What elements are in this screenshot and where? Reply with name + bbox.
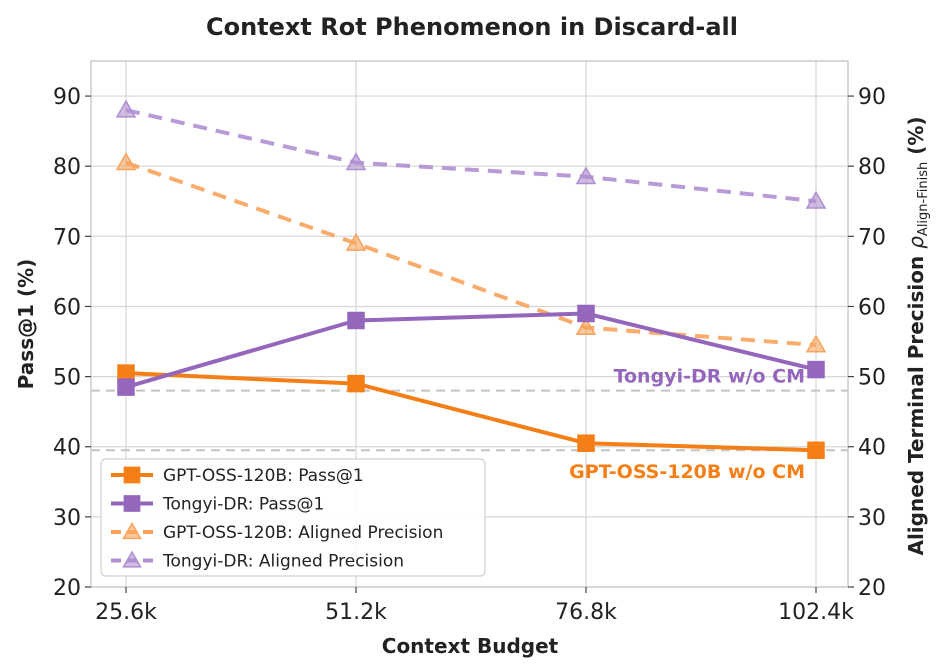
y-tick-label-right-0: 20 [858,576,886,601]
series-1-point-1 [348,312,364,328]
series-2-point-3 [807,336,825,352]
y-tick-label-left-4: 60 [53,295,81,320]
y-axis-label-right-rho: ρ [904,236,928,249]
series-3-point-0 [117,101,135,117]
series-group [117,101,825,458]
y-tick-label-right-6: 80 [858,155,886,180]
y-tick-label-left-7: 90 [53,85,81,110]
legend: GPT-OSS-120B: Pass@1 Tongyi-DR: Pass@1 GPT… [101,459,485,576]
y-tick-label-right-5: 70 [858,225,886,250]
series-1-point-2 [578,305,594,321]
x-tick-label-3: 102.4k [778,600,854,625]
series-1-point-3 [808,362,824,378]
series-2 [117,154,825,352]
series-0-point-1 [348,376,364,392]
y-tick-label-right-1: 30 [858,506,886,531]
baseline-label-tongyi: Tongyi-DR w/o CM [614,366,805,388]
y-tick-label-left-0: 20 [53,576,81,601]
series-1-point-0 [118,379,134,395]
chart-title: Context Rot Phenomenon in Discard-all [206,13,738,41]
series-line-3 [126,110,816,201]
y-tick-label-left-2: 40 [53,436,81,461]
x-tick-label-1: 51.2k [325,600,387,625]
y-axis-label-right-sub: Align-Finish [916,162,931,236]
legend-marker-0 [124,467,139,482]
legend-label-0: GPT-OSS-120B: Pass@1 [163,466,364,486]
y-tick-label-left-1: 30 [53,506,81,531]
y-ticks-left: 20 30 40 50 60 70 80 90 [53,85,91,601]
y-axis-label-right: Aligned Terminal Precision ρAlign-Finish… [904,116,931,555]
y-axis-label-left: Pass@1 (%) [14,259,38,390]
y-tick-label-right-4: 60 [858,295,886,320]
legend-marker-1 [124,496,139,511]
annotations: Tongyi-DR w/o CM GPT-OSS-120B w/o CM [569,366,805,484]
legend-label-3: Tongyi-DR: Aligned Precision [162,552,404,572]
series-3 [117,101,825,208]
y-axis-label-right-main: Aligned Terminal Precision [904,249,928,556]
y-tick-label-left-5: 70 [53,225,81,250]
x-tick-label-2: 76.8k [555,600,617,625]
x-ticks: 25.6k 51.2k 76.8k 102.4k [95,587,854,625]
y-tick-label-right-3: 50 [858,366,886,391]
y-tick-label-right-7: 90 [858,85,886,110]
baselines [91,391,848,451]
y-tick-label-left-3: 50 [53,366,81,391]
y-axis-label-right-unit: (%) [904,116,928,161]
y-ticks-right: 20 30 40 50 60 70 80 90 [848,85,886,601]
series-2-point-0 [117,154,135,170]
series-0-point-3 [808,442,824,458]
x-axis-label: Context Budget [382,634,559,658]
legend-label-2: GPT-OSS-120B: Aligned Precision [163,523,443,543]
baseline-label-gpt: GPT-OSS-120B w/o CM [569,461,805,483]
series-0-point-2 [578,435,594,451]
x-tick-label-0: 25.6k [95,600,157,625]
legend-label-1: Tongyi-DR: Pass@1 [162,495,324,515]
y-tick-label-left-6: 80 [53,155,81,180]
y-tick-label-right-2: 40 [858,436,886,461]
